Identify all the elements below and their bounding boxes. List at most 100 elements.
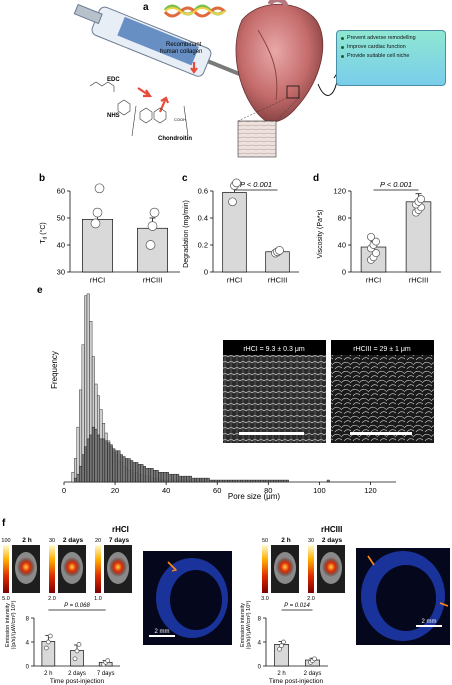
x-tick-label: 100 (313, 486, 326, 495)
benefits-box: Prevent adverse remodelling Improve card… (336, 30, 446, 86)
histogram-bar (130, 460, 134, 483)
histogram-bar (186, 475, 190, 483)
color-scale (308, 545, 314, 593)
histogram-bar (234, 479, 238, 483)
timepoint-label: 2 days (322, 537, 343, 544)
data-point (43, 645, 49, 651)
bar (137, 227, 168, 273)
sem-inset-rhciii: rHCIII = 29 ± 1 μm (331, 340, 434, 443)
bar (41, 641, 56, 667)
f-right-ylabel: Emission intensity((p/s)/(μW/cm²) 10⁸) (240, 600, 252, 649)
inset-label-rhciii: rHCIII = 29 ± 1 μm (353, 346, 411, 353)
color-scale-top: 30 (308, 538, 314, 544)
chart-e: 0 20 40 60 80 100 120 (62, 293, 396, 495)
heart-section-rhciii: 2 mm (356, 548, 450, 645)
data-point (76, 642, 82, 647)
chart-f-right: 0 4 8 2 h 2 days P = 0.014 (258, 603, 328, 677)
y-tick-label: 120 (333, 187, 346, 196)
color-scale-bottom: 1.0 (94, 596, 102, 602)
signal-glow (276, 557, 294, 577)
color-scale (49, 545, 55, 593)
chart-f-left: 0 4 8 2 h 2 days 7 days P = 0.068 (26, 603, 120, 677)
histogram-bar (74, 477, 77, 483)
panel-letter-c: c (182, 173, 188, 184)
histogram-bar (196, 477, 200, 483)
histogram-bar (160, 472, 164, 483)
y-tick-label: 0 (204, 268, 208, 277)
histogram-bar (109, 444, 113, 483)
x-tick-label: rHCIII (143, 276, 163, 285)
panel-b: b Td (°C) 30 40 50 60 rHCI rHCIII (39, 173, 180, 285)
histogram-bar (153, 470, 157, 483)
histogram-bar (86, 438, 90, 483)
histogram-bar (150, 468, 154, 483)
inset-label-rhci: rHCI = 9.3 ± 0.3 μm (243, 346, 305, 353)
y-tick-label: 4 (26, 641, 30, 647)
data-point (147, 221, 158, 231)
timepoint-label: 2 h (22, 537, 31, 544)
histogram-bar (114, 450, 118, 483)
x-tick-label: rHCI (366, 276, 381, 285)
panel-letter-a: a (143, 2, 149, 13)
benefit-item: Provide suitable cell niche (341, 52, 441, 61)
histogram-bar (206, 477, 210, 483)
histogram-bar (140, 464, 144, 483)
x-tick-label: rHCIII (409, 276, 429, 285)
histogram-bar (76, 473, 80, 483)
histogram-bar (117, 450, 121, 483)
histogram-bar (255, 479, 259, 483)
data-point (74, 648, 80, 654)
histogram-bar (263, 479, 266, 483)
y-tick-label: 0.4 (198, 214, 208, 223)
histogram-bar (229, 479, 233, 483)
histogram-bar (285, 479, 289, 483)
x-tick-label: rHCI (90, 276, 105, 285)
color-scale-top: 30 (49, 538, 55, 544)
color-scale-top: 50 (262, 538, 268, 544)
histogram-bar (178, 475, 182, 483)
histogram-bar (242, 479, 246, 483)
histogram-bar (107, 442, 111, 483)
tissue-detail (237, 120, 277, 158)
chemical-structures (89, 81, 189, 137)
y-tick-label: 50 (57, 214, 65, 223)
panel-c: c Degradation (mg/min) 0 0.2 0.4 0.6 rHCI rHC… (182, 173, 299, 285)
histogram-bar (132, 462, 136, 483)
data-point (92, 207, 103, 218)
nhs-label: NHS (107, 113, 120, 119)
histogram-bar (219, 479, 223, 483)
histogram-bar (224, 479, 228, 483)
scale-bar (350, 432, 412, 435)
histogram-bar (142, 466, 146, 483)
cooh-label: COOH (174, 117, 186, 122)
data-point (232, 178, 241, 188)
histogram-bar (168, 473, 172, 483)
histogram-bar (84, 446, 88, 483)
color-scale-top: 20 (95, 538, 101, 544)
signal-glow (63, 557, 81, 577)
e-ylabel: Frequency (50, 351, 59, 389)
x-tick-label: rHCIII (268, 276, 288, 285)
x-tick-label: 80 (264, 486, 272, 495)
bullet-icon (341, 37, 344, 40)
y-tick-label: 30 (57, 268, 65, 277)
histogram-bar (188, 475, 192, 483)
histogram-bar (137, 464, 141, 483)
x-tick-label: 0 (62, 486, 66, 495)
f-left-imaging: 100 5.0 2 h 30 2.0 2 days 20 1.0 7 days (1, 537, 132, 602)
color-scale-bottom: 2.0 (48, 596, 56, 602)
histogram-bar (127, 458, 131, 483)
histogram-bar (104, 440, 108, 483)
histogram-bar (217, 479, 220, 483)
f-left-xlabel: Time post-injection (50, 678, 105, 685)
scale-bar (239, 432, 304, 435)
histogram-bar (181, 475, 185, 483)
data-point (90, 218, 101, 229)
histogram-bar (211, 479, 215, 483)
p-value-label: P < 0.001 (240, 180, 272, 189)
histogram-bar (280, 479, 284, 483)
benefit-item: Improve cardiac function (341, 43, 441, 52)
scale-label-right: 2 mm (422, 619, 437, 625)
x-tick-label: 120 (364, 486, 377, 495)
data-point (47, 633, 53, 639)
